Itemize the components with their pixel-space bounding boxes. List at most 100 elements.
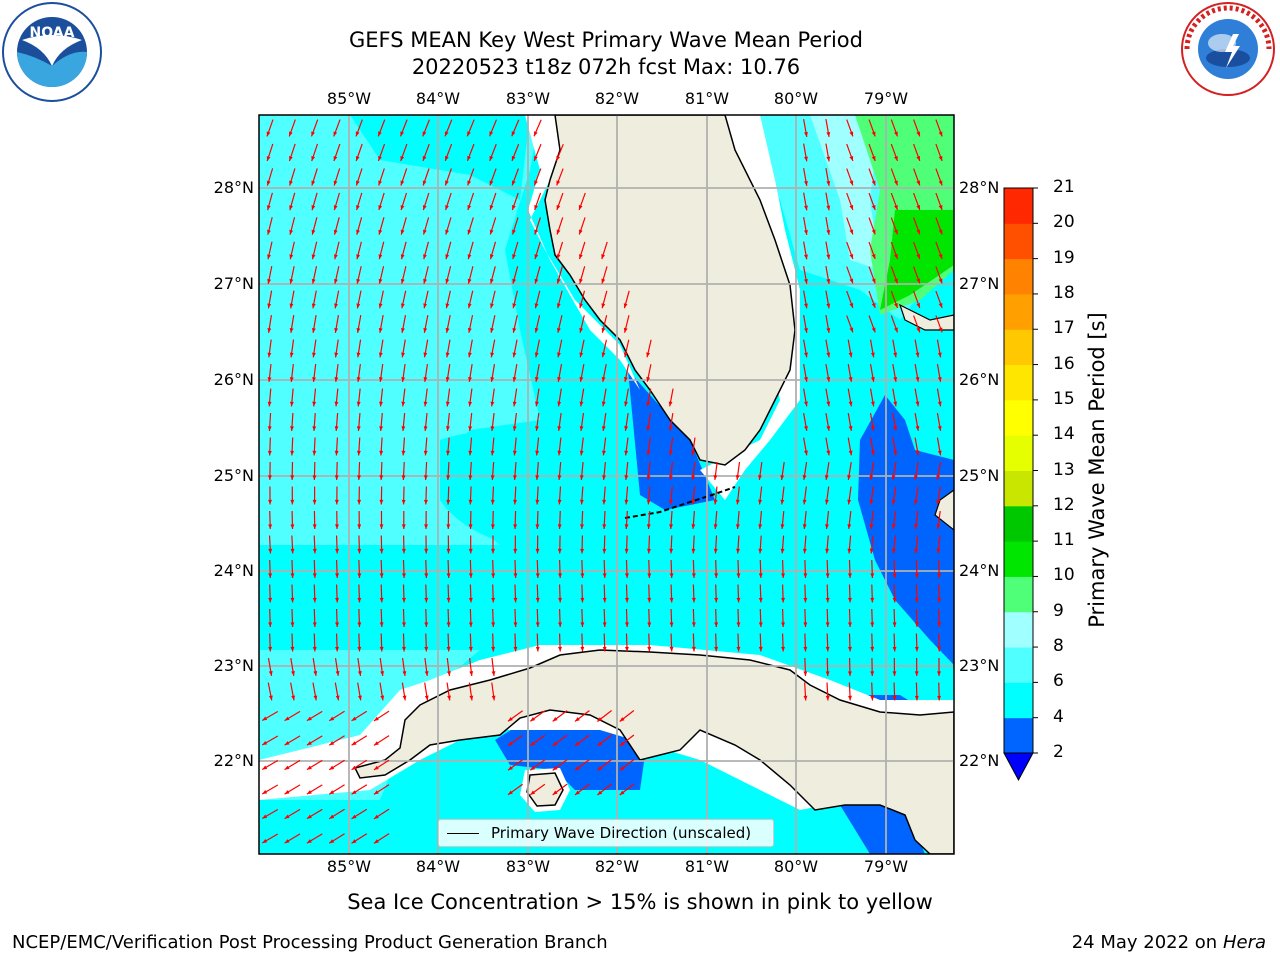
wave-arrow: [848, 682, 852, 701]
wave-arrow: [310, 119, 319, 137]
wave-arrow: [335, 608, 339, 628]
wave-arrow: [491, 682, 496, 701]
wave-arrow: [311, 192, 318, 211]
colorbar: [1003, 187, 1038, 782]
wave-arrow: [868, 241, 876, 260]
wave-arrow: [351, 735, 368, 746]
wave-arrow: [533, 168, 542, 186]
wave-arrow: [400, 168, 408, 186]
wave-arrow: [333, 217, 340, 235]
wave-arrow: [892, 608, 897, 628]
wave-arrow: [556, 168, 564, 186]
wave-arrow: [914, 633, 919, 652]
wave-arrow: [290, 608, 295, 628]
wave-arrow: [646, 535, 651, 554]
wave-arrow: [489, 241, 497, 260]
wave-arrow: [579, 388, 585, 407]
wave-arrow: [446, 633, 451, 652]
wave-arrow: [619, 709, 635, 723]
wave-arrow: [333, 192, 341, 211]
wave-arrow: [468, 388, 473, 407]
wave-arrow: [289, 363, 294, 383]
wave-arrow: [892, 584, 897, 603]
wave-arrow: [780, 486, 785, 505]
colorbar-tick-label: 13: [1053, 459, 1075, 480]
ocean-period-6-8-west: [259, 115, 540, 545]
wave-arrow: [714, 559, 719, 579]
wave-arrow: [555, 143, 564, 162]
wave-arrow: [892, 413, 898, 431]
wave-arrow: [892, 388, 898, 407]
wave-arrow: [467, 266, 474, 284]
wave-arrow: [825, 315, 831, 333]
wave-arrow: [533, 119, 542, 137]
wave-arrow: [357, 559, 362, 579]
wave-arrow: [848, 559, 852, 579]
wave-arrow: [513, 486, 518, 505]
andros-island: [934, 489, 954, 531]
colorbar-tick-label: 9: [1053, 600, 1064, 621]
lon-label-bottom: 79°W: [863, 857, 909, 876]
wave-arrow: [356, 339, 362, 358]
wave-arrow: [401, 658, 407, 676]
wave-arrow: [623, 339, 630, 358]
colorbar-tick-label: 14: [1053, 424, 1075, 445]
chart-subtitle: 20220523 t18z 072h fcst Max: 10.76: [411, 55, 801, 79]
wave-arrow: [267, 658, 273, 676]
wave-arrow: [333, 143, 341, 162]
wave-arrow: [534, 217, 541, 235]
wave-arrow: [488, 119, 498, 137]
wave-arrow: [892, 657, 897, 677]
wave-arrow: [579, 413, 585, 431]
wave-arrow: [869, 413, 875, 431]
wave-arrow: [803, 290, 808, 309]
wave-arrow: [378, 364, 384, 382]
wave-arrow: [646, 413, 652, 431]
wave-arrow: [490, 339, 496, 358]
wave-arrow: [312, 339, 317, 358]
wave-arrow: [512, 241, 519, 260]
wave-arrow: [268, 535, 273, 554]
wave-arrow: [601, 339, 608, 358]
wave-arrow: [290, 486, 295, 505]
wave-arrow: [535, 486, 540, 505]
wave-arrow: [334, 339, 339, 358]
wave-arrow: [552, 783, 568, 796]
wave-arrow: [580, 584, 585, 603]
wave-arrow: [446, 657, 451, 677]
wave-arrow: [802, 535, 807, 554]
wave-arrow: [489, 192, 497, 211]
wave-arrow: [534, 241, 541, 260]
wave-arrow: [758, 559, 763, 579]
wave-arrow: [356, 241, 362, 260]
wave-arrow: [334, 412, 339, 432]
wave-arrow: [467, 290, 474, 309]
wave-arrow: [892, 535, 896, 554]
wave-arrow: [507, 734, 523, 747]
wave-arrow: [601, 290, 608, 309]
wave-arrow: [284, 784, 301, 795]
wave-arrow: [379, 486, 384, 505]
colorbar-tick-label: 18: [1053, 282, 1075, 303]
colorbar-segment: [1004, 647, 1033, 683]
wave-arrow: [400, 290, 407, 309]
wave-arrow: [445, 241, 452, 260]
wave-arrow: [311, 217, 318, 235]
wave-arrow: [507, 783, 523, 796]
wave-arrow: [507, 759, 523, 771]
wave-arrow: [267, 461, 272, 481]
wave-arrow: [351, 759, 368, 771]
wave-arrow: [535, 437, 540, 456]
wave-arrow: [868, 143, 876, 162]
wave-arrow: [424, 633, 429, 652]
wave-arrow: [468, 559, 473, 579]
wave-arrow: [424, 559, 429, 579]
colorbar-segment: [1004, 541, 1033, 577]
wave-arrow: [446, 486, 451, 505]
wave-arrow: [803, 682, 808, 701]
wave-arrow: [557, 461, 562, 481]
wave-arrow: [373, 759, 390, 771]
wave-arrow: [377, 143, 386, 162]
wave-arrow: [558, 633, 562, 652]
wave-arrow: [424, 682, 429, 701]
